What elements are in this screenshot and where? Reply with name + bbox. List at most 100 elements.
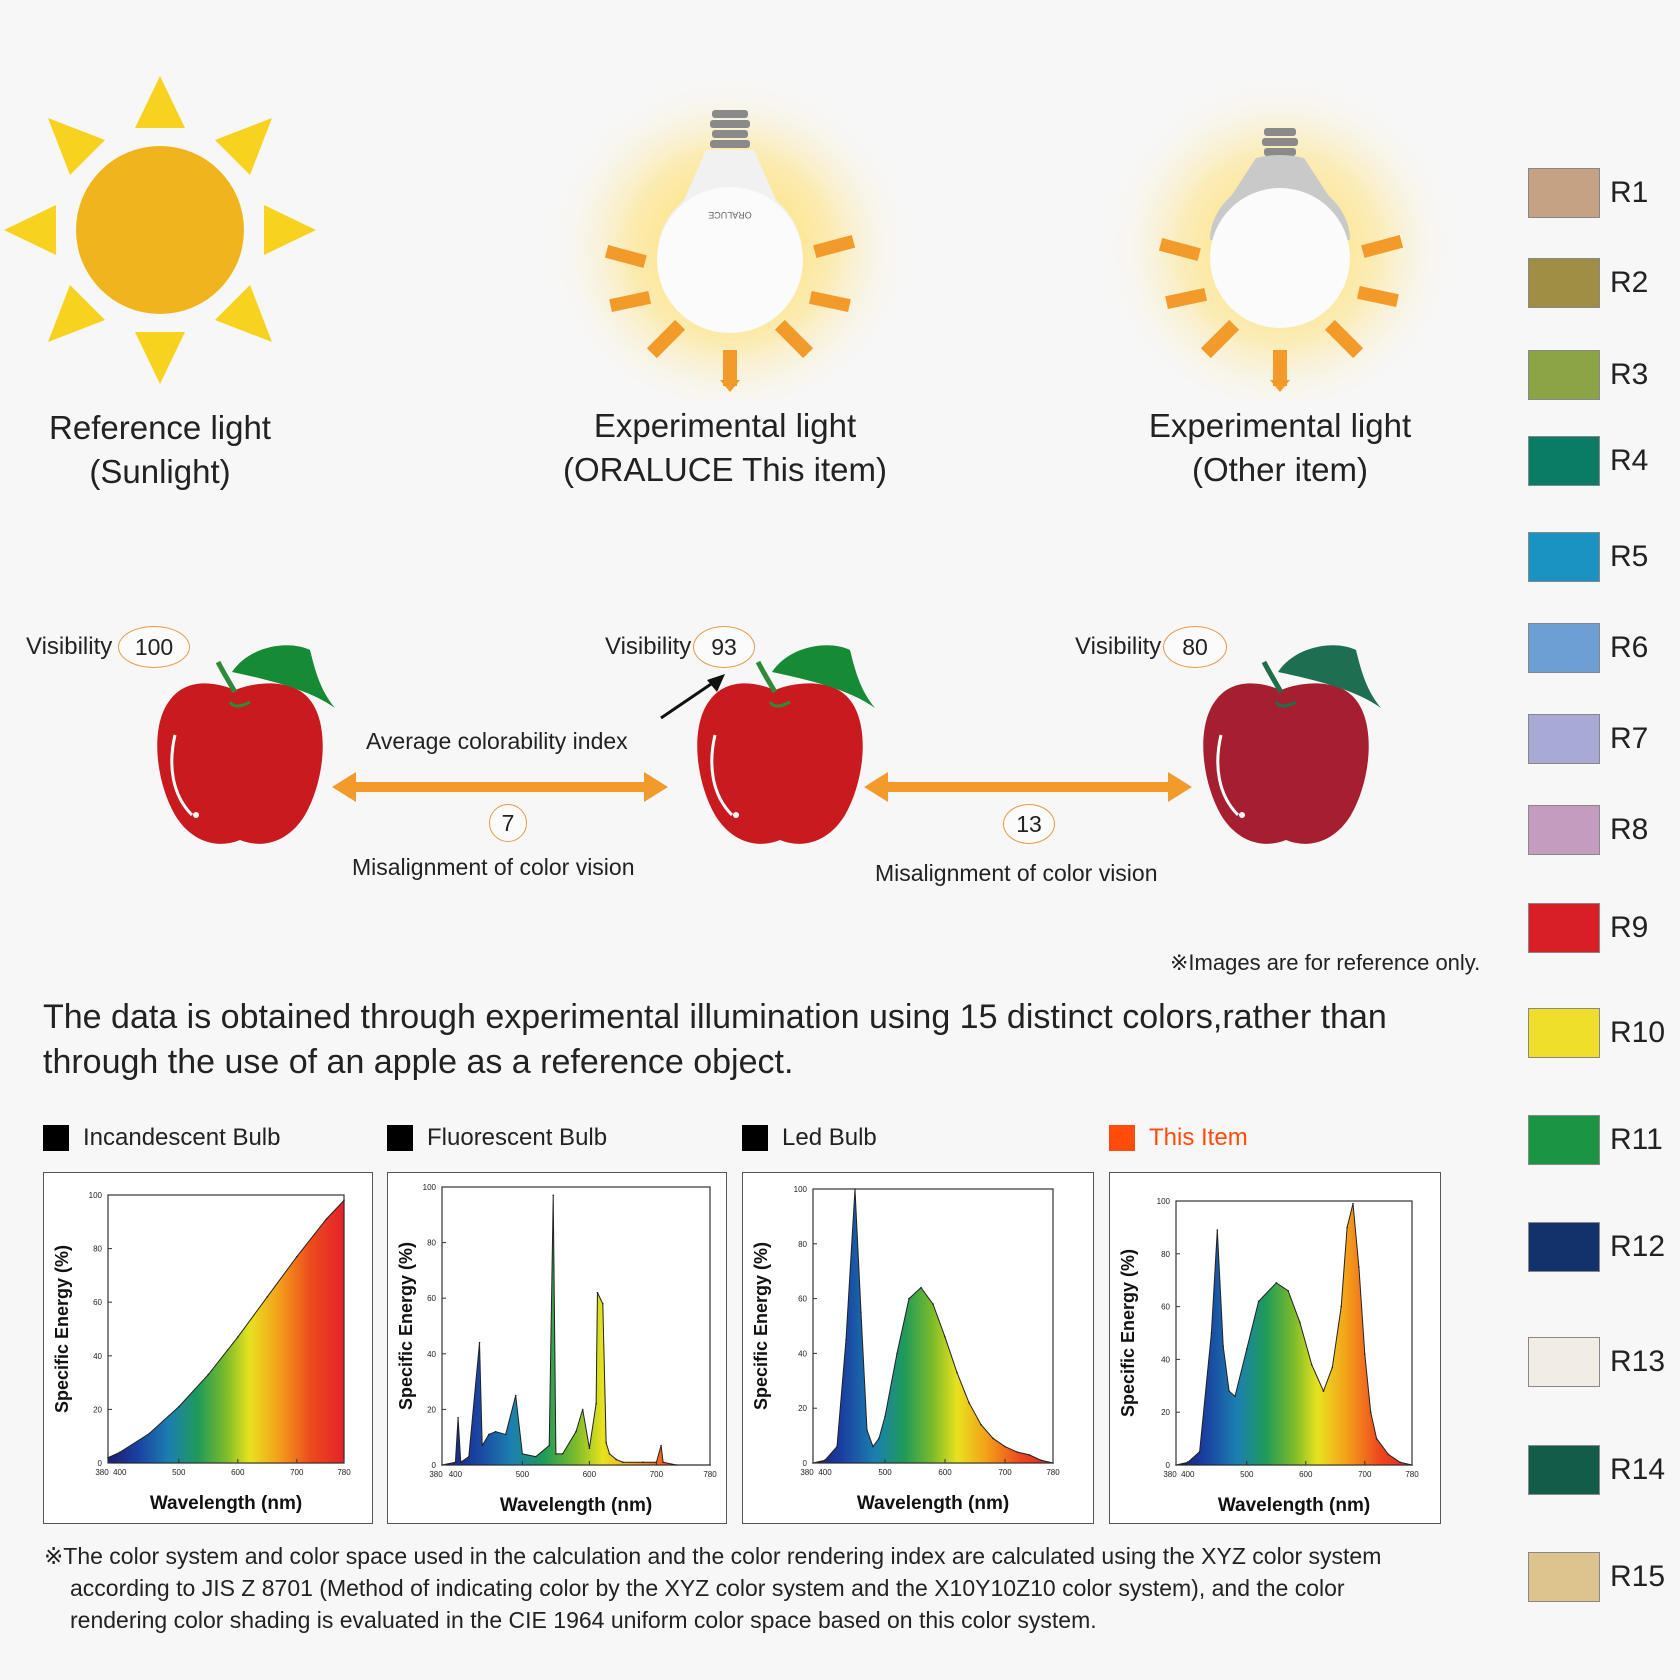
- spectrum-point: [1331, 1366, 1334, 1369]
- swatch-r4: R4: [1528, 436, 1648, 486]
- x-tick-label: 700: [998, 1468, 1012, 1477]
- chart-fluorescent: 0 20 40 60 80 100 380 400 500 600 700 780 Wavelength…: [387, 1172, 727, 1524]
- spectrum-point: [296, 1255, 298, 1258]
- spectrum-point: [1310, 1363, 1313, 1366]
- legend-label: Fluorescent Bulb: [427, 1124, 608, 1151]
- y-tick-label: 80: [427, 1239, 436, 1248]
- legend-incandescent: Incandescent Bulb: [43, 1124, 280, 1152]
- spectrum-point: [642, 1461, 644, 1464]
- spectrum-point: [1004, 1445, 1006, 1448]
- spectrum-point: [561, 1453, 564, 1455]
- spectrum-point: [343, 1199, 345, 1202]
- apple-oraluce-icon: [697, 645, 875, 844]
- legend-square: [742, 1125, 768, 1151]
- caption-line1: Experimental light: [1148, 407, 1412, 444]
- misalignment-label: Misalignment of color vision: [875, 860, 1158, 886]
- swatch-color: [1528, 436, 1600, 486]
- swatch-label: R9: [1610, 911, 1649, 944]
- spectrum-plot-led: 0 20 40 60 80 100 380 400 500 600 700 780 Wavelength…: [751, 1185, 1060, 1514]
- spectrum-point: [555, 1453, 557, 1455]
- spectrum-point: [1352, 1202, 1354, 1205]
- y-tick-label: 60: [1161, 1303, 1170, 1312]
- spectrum-point: [1028, 1453, 1030, 1456]
- x-tick-label: 780: [1046, 1468, 1060, 1477]
- spectrum-point: [1287, 1289, 1289, 1292]
- x-tick-label: 500: [172, 1468, 186, 1477]
- legend-label: This Item: [1149, 1124, 1248, 1151]
- x-tick-label: 600: [231, 1468, 245, 1477]
- visibility-label: Visibility: [605, 633, 692, 660]
- reference-note: ※Images are for reference only.: [1170, 950, 1481, 975]
- swatch-r13: R13: [1528, 1337, 1665, 1387]
- x-tick-label: 700: [1358, 1470, 1372, 1479]
- reference-light-caption: Reference light (Sunlight): [10, 406, 310, 494]
- spectrum-point: [1375, 1437, 1378, 1440]
- swatch-label: R14: [1610, 1453, 1666, 1486]
- spectrum-point: [1322, 1390, 1325, 1392]
- spectrum-point: [1340, 1305, 1342, 1308]
- spectrum-plot-fluorescent: 0 20 40 60 80 100 380 400 500 600 700 780 Wavelength…: [396, 1183, 717, 1516]
- x-tick-label: 780: [337, 1468, 351, 1477]
- y-tick-label: 40: [427, 1350, 436, 1359]
- x-tick-label: 400: [818, 1468, 832, 1477]
- spectrum-point: [504, 1433, 507, 1436]
- swatch-label: R7: [1610, 722, 1649, 755]
- swatch-r5: R5: [1528, 532, 1648, 582]
- swatch-label: R10: [1610, 1016, 1666, 1049]
- y-tick-label: 40: [798, 1349, 807, 1358]
- spectrum-point: [575, 1430, 577, 1433]
- spectrum-point: [662, 1461, 664, 1464]
- spectrum-point: [1198, 1451, 1201, 1453]
- swatch-label: R8: [1610, 813, 1649, 846]
- spectrum-point: [1210, 1332, 1213, 1334]
- double-arrow-right: [864, 772, 1192, 802]
- spectrum-point: [237, 1336, 239, 1338]
- chart-led: 0 20 40 60 80 100 380 400 500 600 700 780 Wavelength…: [742, 1172, 1094, 1524]
- spectrum-point: [1216, 1229, 1219, 1231]
- oraluce-light-caption: Experimental light (ORALUCE This item): [520, 404, 930, 492]
- double-arrow-left: [332, 772, 668, 802]
- spectrum-point: [514, 1394, 517, 1397]
- swatch-label: R5: [1610, 540, 1649, 573]
- swatch-r14: R14: [1528, 1445, 1665, 1495]
- spectrum-point: [854, 1188, 856, 1190]
- swatch-color: [1528, 714, 1600, 764]
- swatch-r1: R1: [1528, 168, 1648, 218]
- swatch-r8: R8: [1528, 805, 1648, 855]
- caption-line2: (ORALUCE This item): [563, 451, 887, 488]
- swatch-color: [1528, 1445, 1600, 1495]
- spectrum-point: [605, 1441, 607, 1444]
- caption-line1: Reference light: [49, 409, 271, 446]
- y-tick-label: 40: [1161, 1355, 1170, 1364]
- swatch-label: R12: [1610, 1230, 1666, 1263]
- spectrum-point: [478, 1341, 481, 1344]
- spectrum-point: [548, 1444, 550, 1447]
- spectrum-point: [107, 1456, 109, 1459]
- y-axis-label: Specific Energy (%): [751, 1242, 771, 1410]
- misalignment-label: Misalignment of color vision: [352, 854, 635, 880]
- spectrum-point: [615, 1458, 617, 1461]
- x-tick-label: 400: [113, 1468, 127, 1477]
- y-axis-label: Specific Energy (%): [1118, 1249, 1138, 1417]
- y-tick-label: 80: [1161, 1250, 1170, 1259]
- y-tick-label: 0: [432, 1461, 437, 1470]
- visibility-value-other: 80: [1163, 626, 1227, 668]
- spectrum-point: [944, 1336, 946, 1338]
- swatch-label: R1: [1610, 176, 1649, 209]
- y-tick-label: 0: [803, 1459, 808, 1468]
- x-tick-label: 400: [1181, 1470, 1195, 1479]
- spectrum-point: [468, 1455, 470, 1458]
- spectrum-point: [266, 1296, 269, 1298]
- swatch-r2: R2: [1528, 258, 1648, 308]
- spectrum-point: [148, 1432, 151, 1435]
- visibility-value-reference: 100: [118, 626, 190, 668]
- spectrum-point: [896, 1352, 898, 1355]
- spectrum-point: [602, 1302, 604, 1305]
- spectrum-point: [521, 1453, 524, 1455]
- spectrum-point: [956, 1371, 958, 1374]
- swatch-color: [1528, 350, 1600, 400]
- swatch-label: R6: [1610, 631, 1649, 664]
- swatch-r12: R12: [1528, 1222, 1665, 1272]
- footnote-line1: ※The color system and color space used i…: [44, 1543, 1382, 1569]
- chart-incandescent: 0 20 40 60 80 100 380 400 500 600 700 780 Wavelength…: [43, 1172, 373, 1524]
